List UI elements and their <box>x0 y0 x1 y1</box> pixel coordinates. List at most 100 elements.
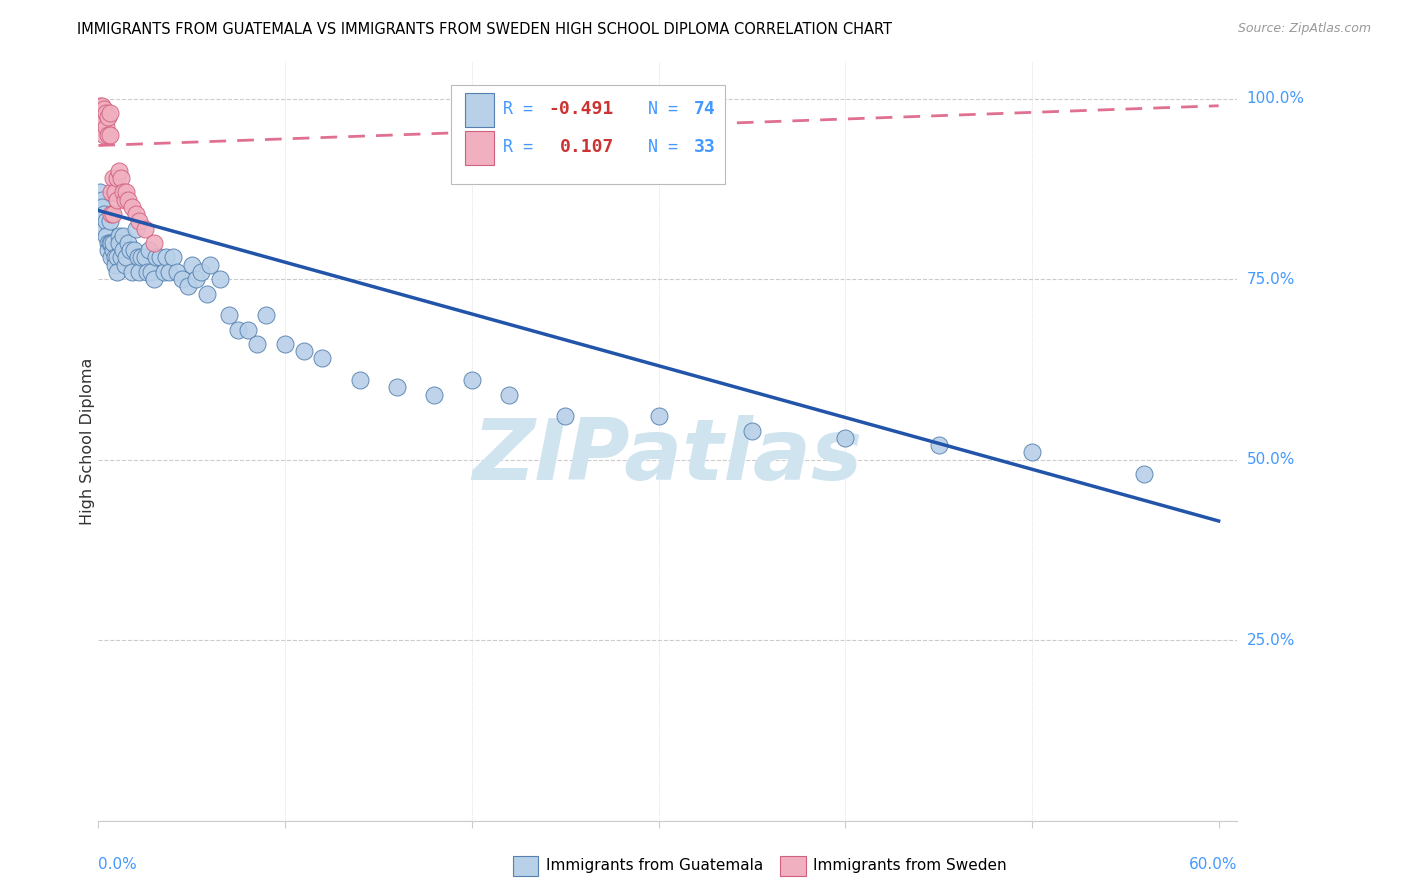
Point <box>120 243 142 257</box>
Point <box>97 243 120 257</box>
Point <box>134 251 156 265</box>
Point <box>111 186 134 200</box>
Point <box>385 380 408 394</box>
Point <box>100 251 122 265</box>
Point <box>155 251 177 265</box>
Y-axis label: High School Diploma: High School Diploma <box>80 358 94 525</box>
Point <box>121 265 143 279</box>
Point <box>1133 467 1156 481</box>
Point <box>125 207 148 221</box>
Point <box>138 243 160 257</box>
Text: 25.0%: 25.0% <box>1247 632 1295 648</box>
Point <box>145 251 167 265</box>
Point <box>256 308 278 322</box>
Point <box>108 163 131 178</box>
Point <box>104 186 127 200</box>
Text: 60.0%: 60.0% <box>1189 856 1237 871</box>
Text: ZIPatlas: ZIPatlas <box>472 415 863 499</box>
Text: 0.107: 0.107 <box>560 138 614 156</box>
Point <box>91 99 114 113</box>
Point <box>98 106 121 120</box>
Point <box>97 128 120 142</box>
Point <box>111 228 134 243</box>
Point <box>93 103 115 117</box>
Text: R =: R = <box>503 101 543 119</box>
Point <box>117 235 139 250</box>
Point <box>647 409 669 424</box>
Text: 74: 74 <box>695 101 716 119</box>
Point <box>200 258 222 272</box>
Point <box>110 171 132 186</box>
Text: R =: R = <box>503 138 553 156</box>
Point <box>166 265 188 279</box>
Point <box>100 235 122 250</box>
Point <box>195 286 218 301</box>
Point <box>349 373 371 387</box>
Point <box>115 186 138 200</box>
Point <box>157 265 180 279</box>
Point <box>110 251 132 265</box>
Point <box>127 251 149 265</box>
Point <box>108 228 131 243</box>
Point <box>98 128 121 142</box>
Point <box>128 265 150 279</box>
Point <box>928 438 950 452</box>
Point <box>91 200 114 214</box>
Point <box>246 337 269 351</box>
Point <box>292 344 315 359</box>
Point <box>236 323 259 337</box>
Point <box>94 228 117 243</box>
Text: 50.0%: 50.0% <box>1247 452 1295 467</box>
Point <box>162 251 184 265</box>
Point <box>103 235 125 250</box>
Text: 75.0%: 75.0% <box>1247 271 1295 286</box>
Point <box>93 221 115 235</box>
Point <box>190 265 212 279</box>
Point <box>89 113 111 128</box>
Point <box>180 258 202 272</box>
Point <box>108 235 131 250</box>
Point <box>111 243 134 257</box>
Point <box>114 193 136 207</box>
Bar <box>465 93 494 127</box>
Point <box>834 431 856 445</box>
Point <box>143 272 166 286</box>
Point <box>97 235 120 250</box>
Point <box>122 243 145 257</box>
Point <box>228 323 250 337</box>
Text: 0.0%: 0.0% <box>98 856 138 871</box>
Point <box>91 106 114 120</box>
FancyBboxPatch shape <box>451 85 725 184</box>
Point <box>91 120 114 135</box>
Point <box>105 265 128 279</box>
Point <box>104 251 127 265</box>
Point <box>94 214 117 228</box>
Point <box>103 243 125 257</box>
Point <box>172 272 194 286</box>
Point <box>97 110 120 124</box>
Bar <box>465 130 494 165</box>
Point <box>125 221 148 235</box>
Point <box>105 193 128 207</box>
Point <box>134 221 156 235</box>
Text: N =: N = <box>628 101 688 119</box>
Text: 100.0%: 100.0% <box>1247 91 1305 106</box>
Point <box>128 214 150 228</box>
Point <box>184 272 207 286</box>
Text: -0.491: -0.491 <box>548 101 613 119</box>
Text: N =: N = <box>628 138 688 156</box>
Point <box>274 337 297 351</box>
Point <box>105 171 128 186</box>
Point <box>554 409 576 424</box>
Point <box>121 200 143 214</box>
Point <box>498 387 520 401</box>
Point <box>114 258 136 272</box>
Point <box>94 120 117 135</box>
Point <box>100 207 122 221</box>
Text: Source: ZipAtlas.com: Source: ZipAtlas.com <box>1237 22 1371 36</box>
Text: Immigrants from Guatemala: Immigrants from Guatemala <box>546 858 763 872</box>
Point <box>115 251 138 265</box>
Point <box>94 106 117 120</box>
Point <box>93 113 115 128</box>
Point <box>152 265 174 279</box>
